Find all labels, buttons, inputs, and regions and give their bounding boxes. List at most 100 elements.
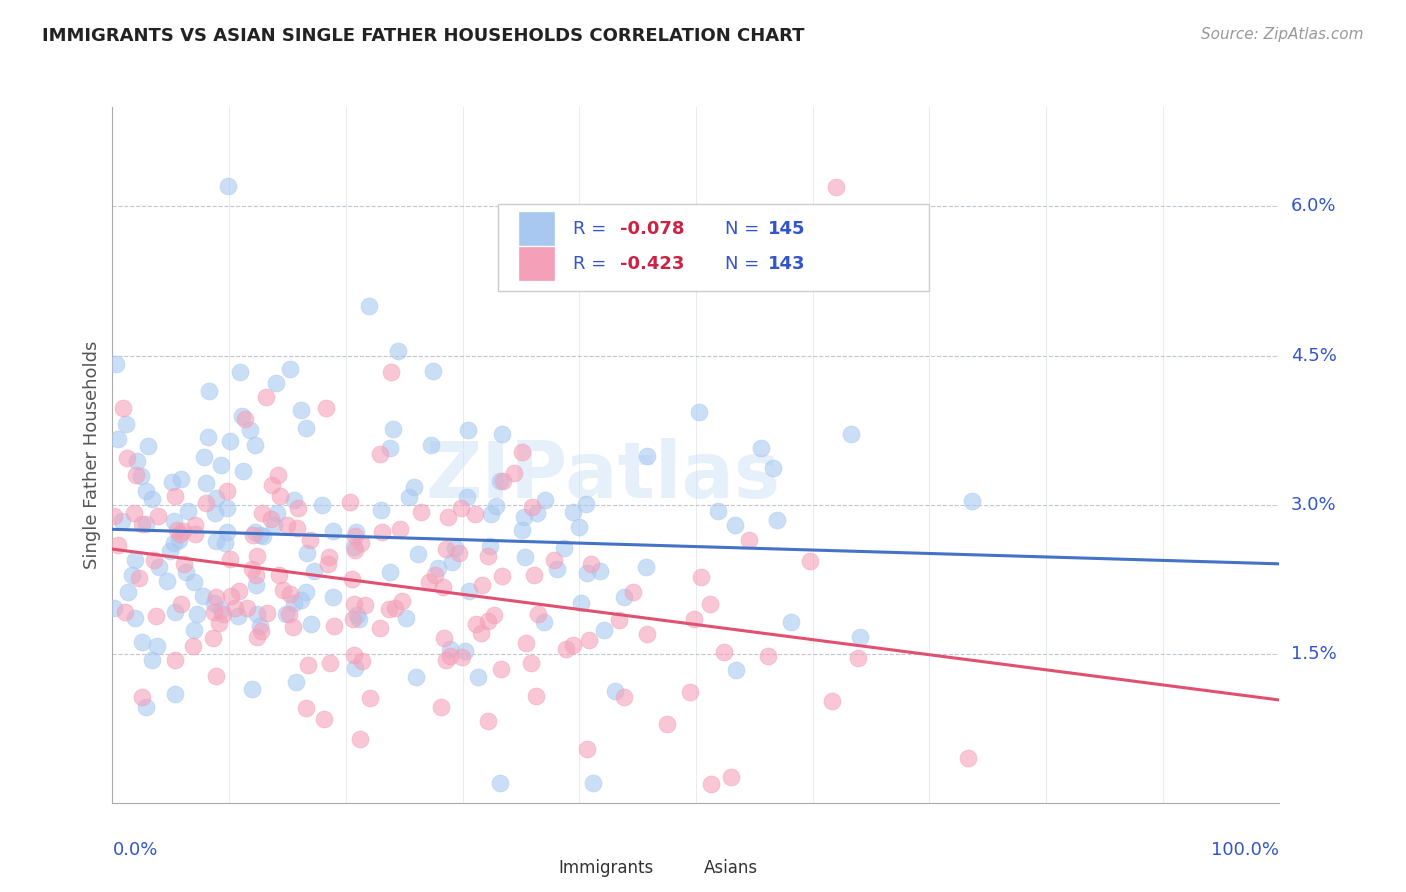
Point — [343, 597, 366, 611]
Point — [456, 490, 478, 504]
Point — [124, 553, 146, 567]
Point — [576, 741, 599, 756]
Point — [477, 549, 499, 564]
Point — [252, 507, 274, 521]
Point — [523, 568, 546, 582]
Point — [294, 585, 316, 599]
Point — [439, 649, 461, 664]
Point — [342, 648, 364, 662]
Point — [489, 662, 512, 676]
Point — [124, 611, 146, 625]
Point — [217, 500, 239, 515]
Point — [228, 583, 250, 598]
Point — [173, 557, 195, 571]
Point — [312, 712, 335, 726]
Point — [503, 467, 526, 481]
Point — [391, 594, 413, 608]
Point — [477, 614, 499, 628]
Point — [131, 516, 153, 531]
Point — [104, 357, 127, 371]
Point — [311, 498, 333, 512]
Point — [749, 441, 772, 455]
Point — [269, 490, 291, 504]
Point — [302, 564, 325, 578]
Point — [636, 449, 658, 463]
Point — [388, 522, 411, 536]
Point — [382, 422, 405, 436]
Point — [183, 574, 205, 589]
Point — [546, 562, 568, 576]
Point — [252, 528, 274, 542]
Point — [582, 776, 605, 790]
Point — [488, 776, 510, 790]
Point — [184, 517, 207, 532]
Point — [243, 438, 266, 452]
Point — [579, 557, 602, 571]
Point — [131, 635, 153, 649]
Text: -0.078: -0.078 — [620, 219, 685, 238]
Point — [378, 565, 401, 579]
Point — [343, 540, 366, 554]
Point — [418, 574, 440, 589]
Point — [825, 179, 848, 194]
Point — [280, 362, 302, 376]
Point — [524, 689, 547, 703]
Point — [323, 619, 346, 633]
Point — [215, 524, 238, 539]
Point — [315, 401, 337, 416]
Point — [430, 699, 453, 714]
Point — [249, 527, 271, 541]
Point — [183, 623, 205, 637]
Point — [125, 467, 148, 482]
Point — [603, 684, 626, 698]
Point — [689, 570, 711, 584]
Text: 3.0%: 3.0% — [1291, 496, 1336, 514]
Point — [762, 460, 785, 475]
Point — [359, 299, 381, 313]
Point — [339, 495, 361, 509]
Point — [377, 602, 399, 616]
Point — [205, 669, 228, 683]
Text: -0.423: -0.423 — [620, 254, 685, 273]
Point — [491, 426, 513, 441]
Point — [211, 607, 233, 621]
Point — [458, 583, 481, 598]
Text: N =: N = — [725, 254, 765, 273]
Point — [422, 364, 444, 378]
Point — [117, 584, 139, 599]
Point — [406, 547, 429, 561]
Point — [344, 543, 367, 558]
Point — [520, 500, 543, 515]
Point — [534, 492, 557, 507]
Point — [354, 598, 377, 612]
Point — [235, 601, 257, 615]
Point — [437, 510, 460, 524]
Point — [121, 568, 143, 582]
Point — [368, 447, 391, 461]
Point — [122, 506, 145, 520]
Point — [146, 639, 169, 653]
Point — [720, 770, 742, 784]
Point — [267, 468, 290, 483]
Point — [114, 605, 136, 619]
Point — [131, 690, 153, 705]
Point — [266, 506, 288, 520]
Point — [165, 605, 187, 619]
Point — [290, 592, 312, 607]
Point — [821, 693, 844, 707]
Point — [368, 621, 391, 635]
Text: R =: R = — [574, 254, 613, 273]
Point — [217, 179, 239, 194]
Text: 1.5%: 1.5% — [1291, 645, 1336, 663]
Point — [471, 577, 494, 591]
Point — [278, 587, 301, 601]
Point — [135, 517, 157, 532]
Point — [197, 430, 219, 444]
FancyBboxPatch shape — [498, 204, 929, 292]
Point — [146, 508, 169, 523]
Point — [205, 533, 228, 548]
Point — [464, 507, 486, 521]
Point — [621, 585, 644, 599]
Point — [520, 656, 543, 670]
Point — [208, 615, 231, 630]
